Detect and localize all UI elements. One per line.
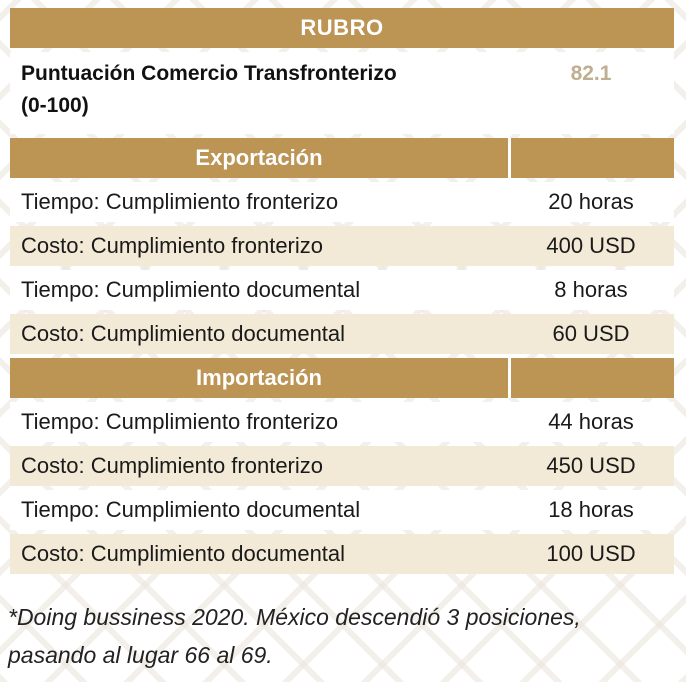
table-row: Costo: Cumplimiento documental 100 USD xyxy=(10,534,674,574)
row-value: 60 USD xyxy=(552,321,630,346)
table-row: Tiempo: Cumplimiento documental 18 horas xyxy=(10,490,674,530)
column-divider xyxy=(508,138,511,178)
section-title: Importación xyxy=(196,365,322,390)
row-value: 100 USD xyxy=(546,541,636,566)
score-label-line1: Puntuación Comercio Transfronterizo xyxy=(21,62,397,85)
row-value: 450 USD xyxy=(546,453,636,478)
section-header-import: Importación xyxy=(10,358,674,398)
table-row: Costo: Cumplimiento fronterizo 450 USD xyxy=(10,446,674,486)
row-label: Tiempo: Cumplimiento fronterizo xyxy=(21,409,339,434)
footnote-line1: *Doing bussiness 2020. México descendió … xyxy=(8,604,581,630)
row-label: Tiempo: Cumplimiento documental xyxy=(21,277,361,302)
score-label: Puntuación Comercio Transfronterizo (0-1… xyxy=(10,52,508,122)
row-label: Tiempo: Cumplimiento fronterizo xyxy=(21,189,339,214)
row-label: Tiempo: Cumplimiento documental xyxy=(21,497,361,522)
row-label: Costo: Cumplimiento fronterizo xyxy=(21,453,324,478)
trade-table: RUBRO Puntuación Comercio Transfronteriz… xyxy=(10,8,674,574)
table-row: Costo: Cumplimiento fronterizo 400 USD xyxy=(10,226,674,266)
score-label-line2: (0-100) xyxy=(21,94,89,117)
row-label: Costo: Cumplimiento documental xyxy=(21,541,346,566)
row-label: Costo: Cumplimiento documental xyxy=(21,321,346,346)
table-row: Tiempo: Cumplimiento fronterizo 44 horas xyxy=(10,402,674,442)
section-blank-cell xyxy=(511,138,674,178)
score-row: Puntuación Comercio Transfronterizo (0-1… xyxy=(10,52,674,134)
row-value: 400 USD xyxy=(546,233,636,258)
row-value: 44 horas xyxy=(548,409,634,434)
score-value: 82.1 xyxy=(570,62,612,85)
row-value: 18 horas xyxy=(548,497,634,522)
table-row: Costo: Cumplimiento documental 60 USD xyxy=(10,314,674,354)
table-row: Tiempo: Cumplimiento fronterizo 20 horas xyxy=(10,182,674,222)
section-title: Exportación xyxy=(195,145,323,170)
section-header-export: Exportación xyxy=(10,138,674,178)
table-row: Tiempo: Cumplimiento documental 8 horas xyxy=(10,270,674,310)
row-value: 20 horas xyxy=(548,189,634,214)
row-label: Costo: Cumplimiento fronterizo xyxy=(21,233,324,258)
header-title: RUBRO xyxy=(300,15,384,40)
row-value: 8 horas xyxy=(554,277,628,302)
column-divider xyxy=(508,358,511,398)
footnote-line2: pasando al lugar 66 al 69. xyxy=(8,642,273,668)
table-header: RUBRO xyxy=(10,8,674,48)
section-blank-cell xyxy=(511,358,674,398)
footnote: *Doing bussiness 2020. México descendió … xyxy=(8,598,684,674)
